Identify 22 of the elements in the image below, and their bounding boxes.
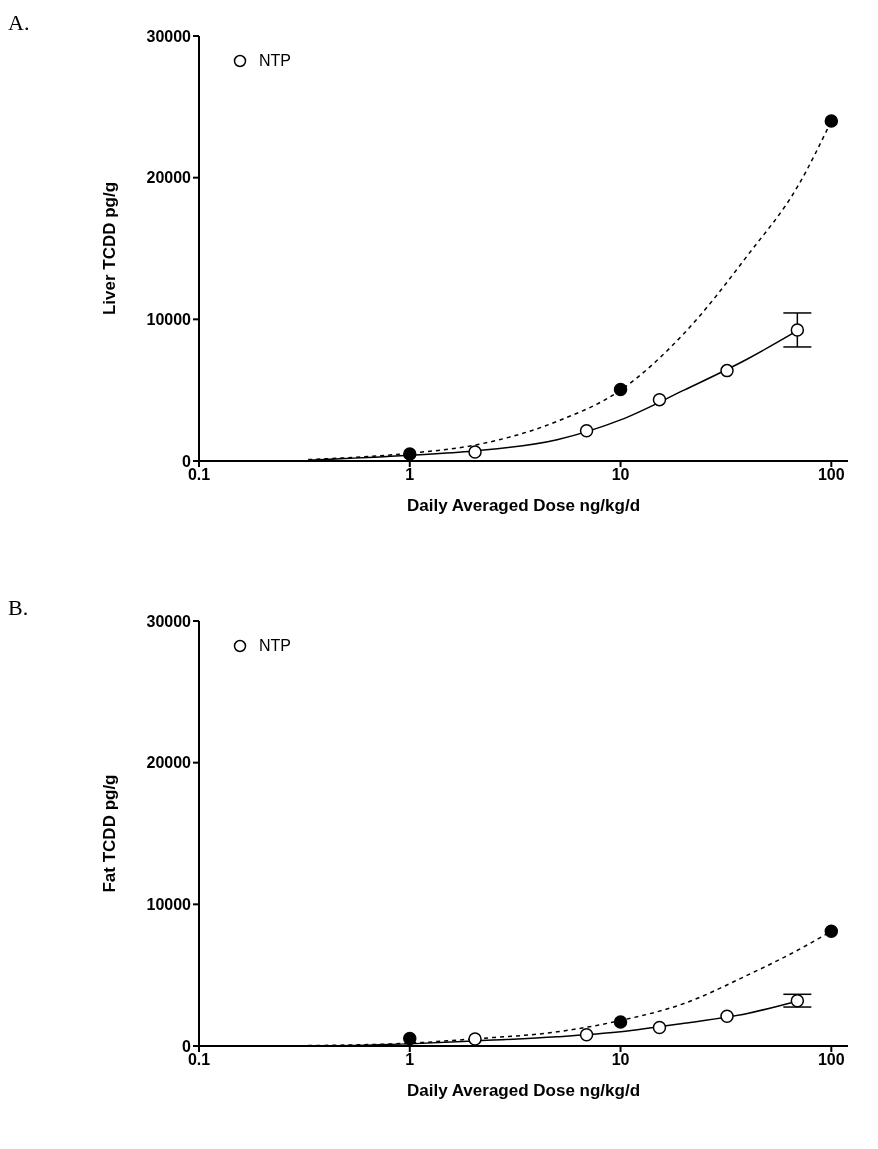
x-tick-label: 1 [405,466,415,484]
y-tick-label: 30000 [146,27,192,45]
legend-label: NTP [259,52,291,70]
y-tick-label: 10000 [146,311,192,329]
x-tick-label: 1 [405,1051,415,1069]
legend-label: NTP [259,637,291,655]
x-tick-label: 0.1 [187,1051,211,1069]
y-axis-title: Fat TCDD pg/g [100,774,120,893]
x-tick-label: 100 [817,1051,845,1069]
y-tick-label: 20000 [146,169,192,187]
y-tick-label: 10000 [146,896,192,914]
text: A. [8,10,30,35]
y-tick-label: 30000 [146,612,192,630]
x-axis-title: Daily Averaged Dose ng/kg/d [406,1081,641,1100]
x-tick-label: 100 [817,466,845,484]
y-tick-label: 20000 [146,754,192,772]
x-tick-label: 10 [611,1051,630,1069]
x-tick-label: 0.1 [187,466,211,484]
x-axis-title: Daily Averaged Dose ng/kg/d [406,496,641,515]
text: B. [8,595,29,620]
x-tick-label: 10 [611,466,630,484]
y-axis-title: Liver TCDD pg/g [100,181,120,316]
